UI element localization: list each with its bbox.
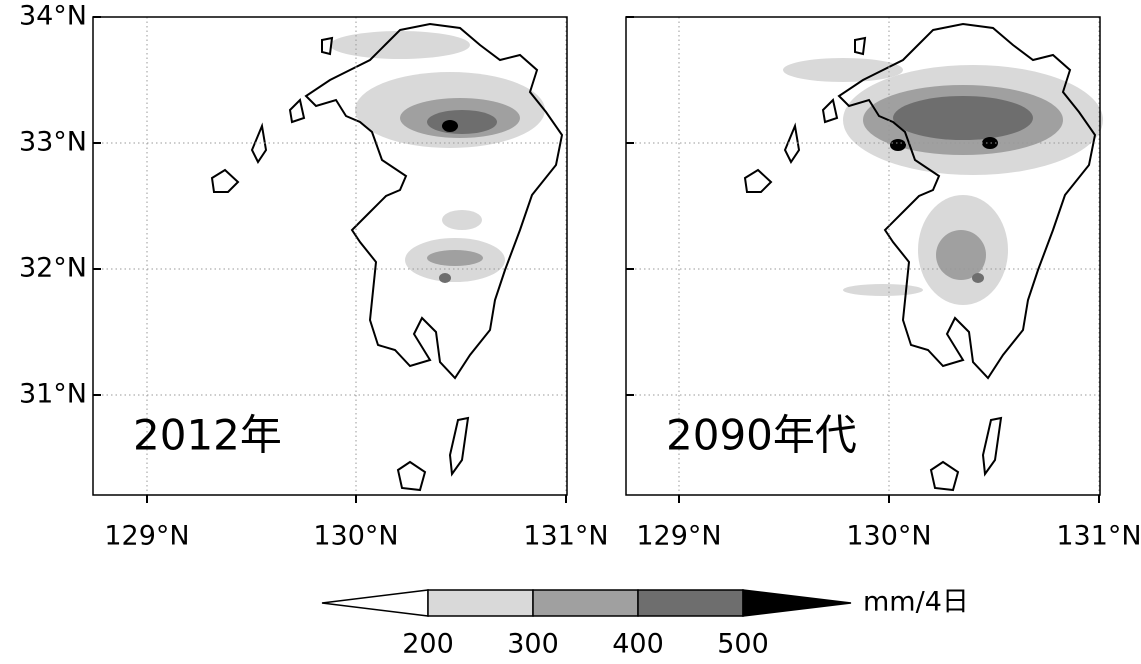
rain-field bbox=[330, 31, 545, 283]
panel-label: 2090年代 bbox=[666, 411, 857, 460]
lon-label: 131°N bbox=[1056, 521, 1141, 552]
colorbar-box bbox=[427, 589, 534, 617]
rain-field bbox=[783, 58, 1103, 305]
lon-label: 130°N bbox=[846, 521, 931, 552]
map-frame bbox=[92, 16, 568, 496]
colorbar-low bbox=[321, 589, 429, 617]
colorbar-unit: mm/4日 bbox=[863, 587, 969, 618]
lat-label: 33°N bbox=[19, 127, 87, 158]
colorbar-label: 400 bbox=[612, 629, 664, 660]
lat-label: 31°N bbox=[19, 379, 87, 410]
lat-label: 34°N bbox=[19, 1, 87, 32]
lon-label: 129°N bbox=[104, 521, 189, 552]
colorbar-label: 500 bbox=[717, 629, 769, 660]
colorbar-label: 300 bbox=[507, 629, 559, 660]
colorbar-box bbox=[637, 589, 744, 617]
map-frame bbox=[625, 16, 1101, 496]
colorbar-label: 200 bbox=[402, 629, 454, 660]
panel-label: 2012年 bbox=[133, 411, 282, 460]
lon-label: 131°N bbox=[523, 521, 608, 552]
lat-label: 32°N bbox=[19, 253, 87, 284]
lon-label: 129°N bbox=[636, 521, 721, 552]
colorbar-box bbox=[532, 589, 639, 617]
panel-2012 bbox=[211, 23, 563, 491]
lon-label: 130°N bbox=[313, 521, 398, 552]
colorbar-high bbox=[742, 589, 852, 617]
panel-2090s bbox=[744, 23, 1103, 491]
